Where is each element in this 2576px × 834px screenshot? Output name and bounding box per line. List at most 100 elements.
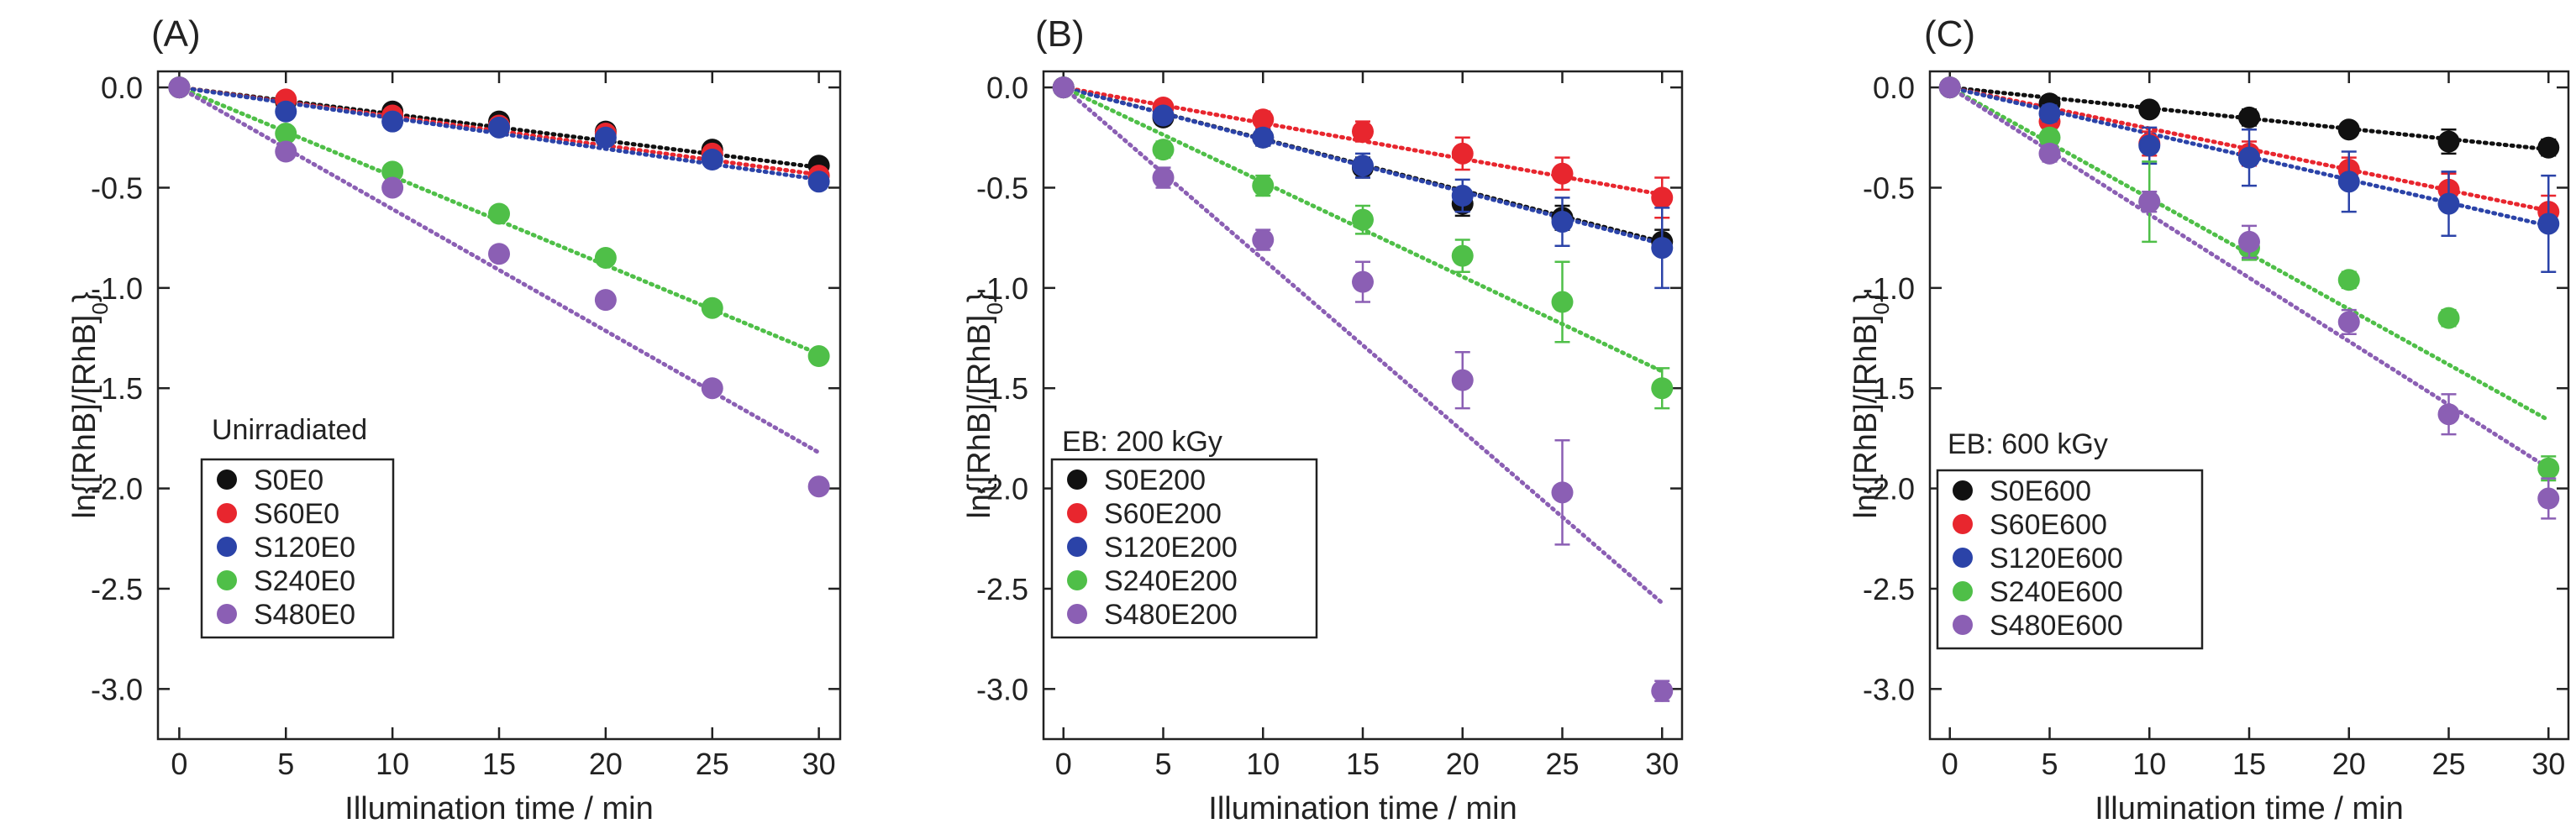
x-tick-label: 20 [589,747,623,781]
data-point [2038,142,2061,165]
legend-label-S0E0: S0E0 [254,464,323,496]
data-point [1551,211,1574,233]
data-point [807,345,830,368]
legend-marker-S60E200 [1067,503,1087,523]
y-tick-label: -1.0 [1863,271,1915,306]
legend-marker-S240E0 [217,570,237,590]
data-point [2437,192,2460,215]
chart-panel-1: (A)0.0 -0.5 -1.0 -1.5 -2.0 -2.5 -3.0 0 5 10 15 20 25… [67,13,842,826]
data-point [1252,108,1275,131]
data-point [2138,191,2161,213]
y-tick-label: -2.5 [976,572,1028,606]
y-tick-label: -2.0 [976,472,1028,506]
data-point [381,176,404,199]
data-point [1451,142,1474,165]
x-tick-label: 5 [277,747,294,781]
series-S60E200 [1052,76,1674,219]
y-tick-label: -2.0 [91,472,143,506]
data-point [488,202,510,225]
series-S120E0 [168,76,830,193]
chart-panel-2: (B)0.0 -0.5 -1.0 -1.5 -2.0 -2.5 -3.0 0 5 10 15 20 25… [962,13,1684,826]
y-tick-label: -3.0 [976,672,1028,706]
data-point [275,100,297,123]
legend-label-S480E200: S480E200 [1104,599,1238,631]
x-tick-label: 0 [171,747,187,781]
data-point [1651,186,1674,209]
series-S120E200 [1052,76,1674,290]
x-axis-label: Illumination time / min [1208,791,1517,826]
y-tick-label: -0.5 [1863,170,1915,205]
panel-label: (C) [1924,13,1975,55]
legend-label-S480E600: S480E600 [1990,610,2123,642]
data-point [1252,126,1275,149]
data-point [1551,481,1574,504]
y-tick-label: 0.0 [1873,71,1915,105]
y-tick-label: -0.5 [976,170,1028,205]
legend-label-S0E600: S0E600 [1990,475,2091,507]
data-point [1352,270,1374,293]
y-tick-label: -1.5 [91,371,143,406]
data-point [2437,403,2460,426]
series-S480E600 [1938,76,2560,520]
x-tick-label: 5 [2041,747,2058,781]
x-tick-label: 20 [2332,747,2366,781]
x-tick-label: 0 [1942,747,1958,781]
legend-marker-S0E200 [1067,469,1087,490]
legend-marker-S240E200 [1067,570,1087,590]
data-point [594,289,617,312]
data-point [2038,102,2061,125]
data-point [2238,230,2260,253]
data-point [1252,175,1275,197]
data-point [1551,162,1574,185]
legend-label-S120E200: S120E200 [1104,532,1238,564]
data-point [701,296,723,319]
data-point [1352,155,1374,177]
legend-label-S240E600: S240E600 [1990,576,2123,608]
panel-label: (A) [151,13,201,55]
legend-label-S60E600: S60E600 [1990,509,2107,541]
plot-frame [156,70,842,741]
legend-label-S120E600: S120E600 [1990,543,2123,574]
y-tick-label: 0.0 [101,71,143,105]
legend-label-S120E0: S120E0 [254,532,355,564]
y-tick-label: -1.0 [976,271,1028,306]
x-tick-label: 30 [2531,747,2565,781]
x-tick-label: 30 [1645,747,1679,781]
chart-panel-3: (C) 0.0 -0.5 -1.0 -1.5 -2.0 -2.5 -3.0 0 5 10 15 20 25… [1848,13,2570,826]
data-point [1451,369,1474,391]
data-point [807,475,830,498]
data-point [1152,166,1175,189]
data-point [2238,146,2260,169]
legend-marker-S240E600 [1953,581,1973,601]
fit-line-S480E0 [176,85,822,455]
legend-marker-S60E0 [217,503,237,523]
data-point [1052,76,1075,99]
data-point [1938,76,1961,99]
data-point [2138,98,2161,121]
legend-box [1936,469,2204,650]
legend-label-S60E200: S60E200 [1104,498,1222,530]
data-point [2537,487,2560,510]
data-point [2537,457,2560,480]
legend-label-S240E200: S240E200 [1104,565,1238,597]
data-point [2038,126,2061,149]
data-point [2337,269,2360,291]
data-point [1451,185,1474,207]
legend-marker-S0E0 [217,469,237,490]
data-point [168,76,191,99]
x-tick-label: 25 [696,747,729,781]
data-point [1352,120,1374,143]
y-tick-label: 0.0 [986,71,1028,105]
data-point [488,243,510,265]
y-tick-label: -2.5 [91,572,143,606]
x-tick-label: 5 [1154,747,1171,781]
legend-marker-S60E600 [1953,514,1973,534]
series-S240E200 [1052,76,1674,410]
data-point [1551,291,1574,313]
data-point [1651,679,1674,702]
data-point [1152,104,1175,127]
legend-title: EB: 200 kGy [1062,426,1222,458]
y-tick-label: -0.5 [91,170,143,205]
y-tick-label: -3.0 [91,672,143,706]
x-axis-label: Illumination time / min [2095,791,2403,826]
